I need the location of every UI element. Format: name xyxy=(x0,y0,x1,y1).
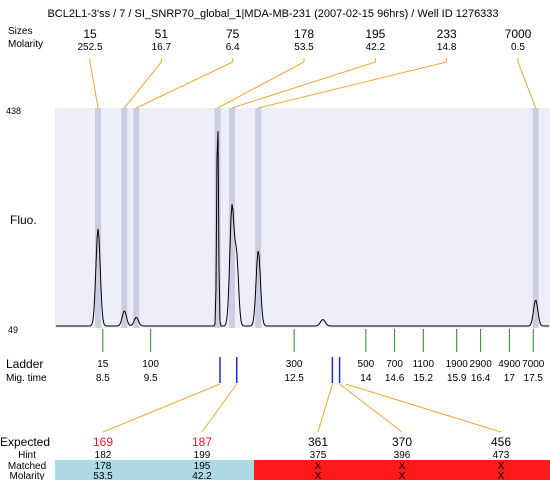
peak-band xyxy=(532,108,539,328)
hint-label: Hint xyxy=(18,450,36,461)
ladder-size-label: 15 xyxy=(97,359,109,370)
expected-label: Expected xyxy=(0,435,50,449)
peak-connector xyxy=(258,58,448,109)
peak-molarity-label: 6.4 xyxy=(226,42,240,53)
ladder-time-label: 17 xyxy=(504,373,516,384)
molarity-label: Molarity xyxy=(8,39,43,50)
ladder-size-label: 2900 xyxy=(470,359,493,370)
peak-connector xyxy=(231,58,376,109)
expected-connector xyxy=(317,383,333,433)
peak-molarity-label: 42.2 xyxy=(366,42,386,53)
expected-size-label: 169 xyxy=(93,435,113,449)
chart-title: BCL2L1-3'ss / 7 / SI_SNRP70_global_1|MDA… xyxy=(47,8,498,20)
peak-connector xyxy=(217,58,305,109)
ladder-time-label: 9.5 xyxy=(144,373,158,384)
matched-value-label: X xyxy=(315,461,322,472)
expected-connector xyxy=(345,383,502,433)
matched-value-label: 195 xyxy=(194,461,211,472)
plot-area xyxy=(55,108,550,328)
ladder-time-label: 14 xyxy=(360,373,372,384)
matched-molarity-label: X xyxy=(315,471,322,480)
peak-size-label: 51 xyxy=(155,27,169,41)
matched-value-label: X xyxy=(498,461,505,472)
ladder-size-label: 1900 xyxy=(446,359,469,370)
matched-molarity-label: X xyxy=(498,471,505,480)
ladder-size-label: 7000 xyxy=(522,359,545,370)
peak-size-label: 178 xyxy=(294,27,314,41)
matched-molarity-label: X xyxy=(399,471,406,480)
y-min-label: 49 xyxy=(8,325,18,335)
peak-size-label: 75 xyxy=(226,27,240,41)
ladder-time-label: 14.6 xyxy=(385,373,405,384)
peak-band xyxy=(214,108,221,328)
peak-molarity-label: 53.5 xyxy=(294,42,314,53)
expected-connector xyxy=(102,383,221,433)
fluo-axis-label: Fluo. xyxy=(10,213,37,227)
peak-molarity-label: 14.8 xyxy=(437,42,457,53)
y-max-label: 438 xyxy=(6,106,21,116)
peak-size-label: 7000 xyxy=(505,27,532,41)
ladder-time-label: 17.5 xyxy=(524,373,544,384)
matched-label: Matched xyxy=(8,461,46,472)
matched-molarity-label: 42.2 xyxy=(192,471,212,480)
fluorescence-trace xyxy=(56,131,549,327)
molarity-bottom-label: Molarity xyxy=(9,471,44,480)
peak-connector xyxy=(136,58,234,109)
ladder-label: Ladder xyxy=(6,357,43,371)
expected-size-label: 370 xyxy=(392,435,412,449)
ladder-size-label: 300 xyxy=(286,359,303,370)
matched-value-label: 178 xyxy=(95,461,112,472)
ladder-size-label: 1100 xyxy=(413,359,435,370)
ladder-size-label: 500 xyxy=(358,359,375,370)
expected-connector xyxy=(339,383,403,433)
hint-value-label: 473 xyxy=(493,450,510,461)
sizes-label: Sizes xyxy=(8,26,32,37)
hint-value-label: 199 xyxy=(194,450,211,461)
expected-size-label: 187 xyxy=(192,435,212,449)
peak-size-label: 195 xyxy=(365,27,385,41)
mig-time-label: Mig. time xyxy=(6,373,47,384)
ladder-time-label: 8.5 xyxy=(96,373,110,384)
ladder-time-label: 12.5 xyxy=(284,373,304,384)
hint-value-label: 182 xyxy=(95,450,112,461)
peak-connector xyxy=(89,58,99,109)
ladder-size-label: 4900 xyxy=(498,359,521,370)
expected-size-label: 456 xyxy=(491,435,511,449)
peak-size-label: 15 xyxy=(83,27,97,41)
ladder-time-label: 15.2 xyxy=(414,373,434,384)
ladder-size-label: 100 xyxy=(142,359,159,370)
ladder-time-label: 16.4 xyxy=(471,373,491,384)
peak-molarity-label: 0.5 xyxy=(511,42,525,53)
hint-value-label: 375 xyxy=(310,450,327,461)
peak-band xyxy=(121,108,128,328)
peak-molarity-label: 252.5 xyxy=(77,42,102,53)
ladder-time-label: 15.9 xyxy=(447,373,467,384)
expected-connector xyxy=(201,383,238,433)
peak-band xyxy=(228,108,235,328)
peak-band xyxy=(255,108,262,328)
ladder-size-label: 700 xyxy=(386,359,403,370)
matched-value-label: X xyxy=(399,461,406,472)
peak-connector xyxy=(123,58,162,109)
unmatched-bar xyxy=(254,460,550,480)
expected-size-label: 361 xyxy=(308,435,328,449)
matched-bar xyxy=(55,460,254,480)
peak-molarity-label: 16.7 xyxy=(152,42,172,53)
matched-molarity-label: 53.5 xyxy=(93,471,113,480)
hint-value-label: 396 xyxy=(394,450,411,461)
peak-band xyxy=(133,108,140,328)
peak-band xyxy=(95,108,102,328)
peak-size-label: 233 xyxy=(437,27,457,41)
peak-connector xyxy=(517,58,537,109)
